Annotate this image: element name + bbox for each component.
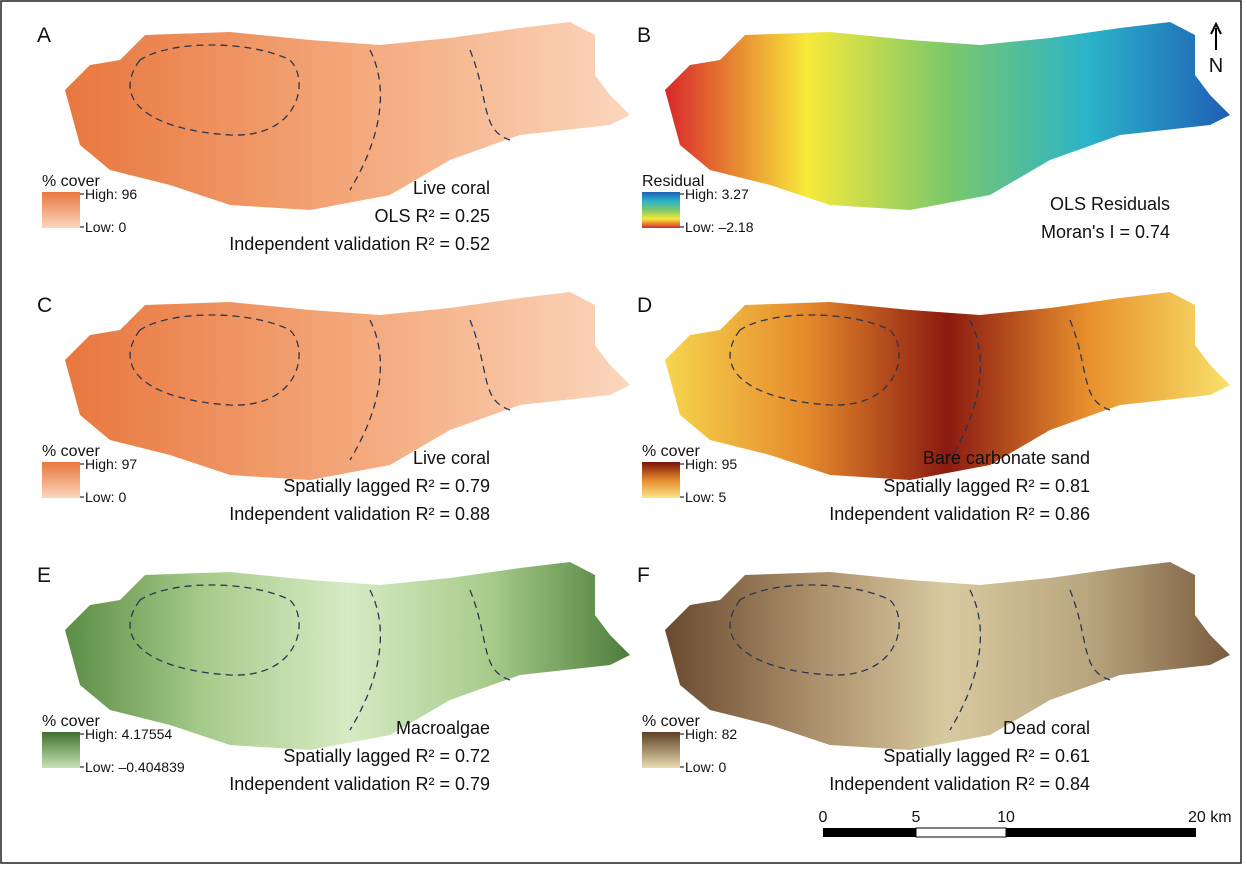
caption-line: Macroalgae bbox=[396, 718, 490, 738]
caption-line: Spatially lagged R² = 0.72 bbox=[283, 746, 490, 766]
scale-bar bbox=[823, 827, 1196, 838]
legend-low: Low: –2.18 bbox=[685, 219, 754, 235]
legend-high: High: 95 bbox=[685, 456, 737, 472]
legend-low: Low: –0.404839 bbox=[85, 759, 185, 775]
panel-letter: F bbox=[637, 564, 650, 587]
legend-title: % cover bbox=[642, 713, 700, 730]
map-surface bbox=[65, 22, 630, 210]
caption-line: Live coral bbox=[413, 448, 490, 468]
caption-line: Independent validation R² = 0.52 bbox=[229, 234, 490, 254]
panel-letter: E bbox=[37, 564, 51, 587]
caption-line: OLS R² = 0.25 bbox=[374, 206, 490, 226]
caption-line: Independent validation R² = 0.88 bbox=[229, 504, 490, 524]
caption-line: OLS Residuals bbox=[1050, 194, 1170, 214]
scale-label: 0 bbox=[819, 809, 828, 826]
map-surface bbox=[665, 562, 1230, 750]
contour bbox=[129, 44, 511, 191]
north-label: N bbox=[1209, 55, 1223, 77]
legend-title: % cover bbox=[42, 443, 100, 460]
map-surface bbox=[665, 22, 1230, 210]
contour bbox=[729, 314, 1111, 461]
map-surface bbox=[65, 562, 630, 750]
panel-letter: C bbox=[37, 294, 52, 317]
legend-ramp bbox=[642, 462, 680, 498]
legend-high: High: 82 bbox=[685, 726, 737, 742]
legend-ramp bbox=[642, 192, 680, 228]
caption-line: Spatially lagged R² = 0.61 bbox=[883, 746, 1090, 766]
panel-letter: D bbox=[637, 294, 652, 317]
legend-low: Low: 0 bbox=[685, 759, 726, 775]
caption-line: Bare carbonate sand bbox=[923, 448, 1090, 468]
contour bbox=[729, 584, 1111, 731]
scale-label: 20 km bbox=[1188, 809, 1232, 826]
legend-high: High: 4.17554 bbox=[85, 726, 172, 742]
legend-low: Low: 5 bbox=[685, 489, 726, 505]
caption-line: Live coral bbox=[413, 178, 490, 198]
caption-line: Spatially lagged R² = 0.79 bbox=[283, 476, 490, 496]
map-surface bbox=[65, 292, 630, 480]
caption-line: Independent validation R² = 0.79 bbox=[229, 774, 490, 794]
legend-low: Low: 0 bbox=[85, 219, 126, 235]
caption-line: Spatially lagged R² = 0.81 bbox=[883, 476, 1090, 496]
contour bbox=[129, 314, 511, 461]
legend-high: High: 3.27 bbox=[685, 186, 749, 202]
north-arrow-head bbox=[1210, 21, 1222, 35]
legend-low: Low: 0 bbox=[85, 489, 126, 505]
legend-title: Residual bbox=[642, 173, 704, 190]
caption-line: Independent validation R² = 0.86 bbox=[829, 504, 1090, 524]
panel-letter: B bbox=[637, 24, 651, 47]
caption-line: Independent validation R² = 0.84 bbox=[829, 774, 1090, 794]
legend-title: % cover bbox=[642, 443, 700, 460]
legend-title: % cover bbox=[42, 173, 100, 190]
scale-label: 5 bbox=[912, 809, 921, 826]
map-surface bbox=[665, 292, 1230, 480]
scale-label: 10 bbox=[997, 809, 1015, 826]
legend-ramp bbox=[42, 462, 80, 498]
legend-ramp bbox=[642, 732, 680, 768]
contour bbox=[129, 584, 511, 731]
legend-ramp bbox=[42, 192, 80, 228]
legend-high: High: 97 bbox=[85, 456, 137, 472]
caption-line: Dead coral bbox=[1003, 718, 1090, 738]
caption-line: Moran's I = 0.74 bbox=[1041, 222, 1170, 242]
legend-ramp bbox=[42, 732, 80, 768]
panel-letter: A bbox=[37, 24, 51, 47]
legend-high: High: 96 bbox=[85, 186, 137, 202]
legend-title: % cover bbox=[42, 713, 100, 730]
